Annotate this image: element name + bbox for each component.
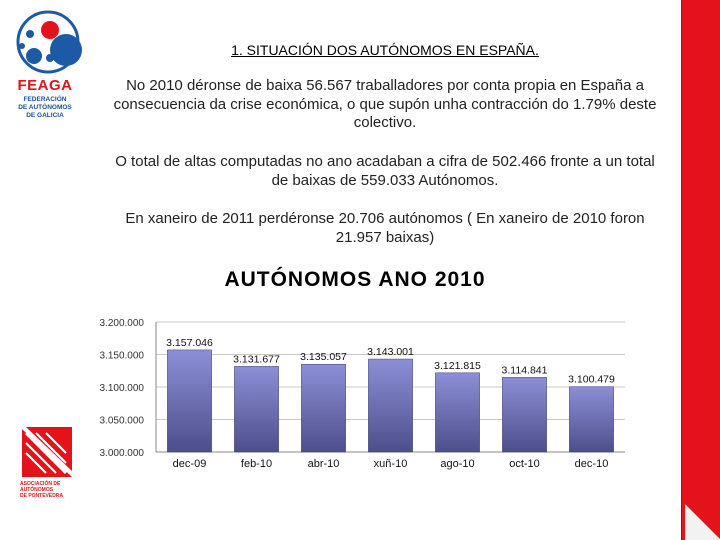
bar [502, 377, 547, 453]
y-tick-label: 3.200.000 [100, 318, 145, 329]
x-tick-label: oct-10 [509, 458, 540, 470]
page-curl [685, 504, 720, 540]
y-tick-label: 3.100.000 [100, 383, 145, 394]
association-logo-emblem-icon [20, 425, 74, 479]
x-tick-label: abr-10 [308, 458, 340, 470]
x-tick-label: xuñ-10 [374, 458, 408, 470]
feaga-logo: FEAGA FEDERACIÓN DE AUTÓNOMOS DE GALICIA [10, 10, 100, 120]
bar-value-label: 3.114.841 [502, 364, 548, 376]
bar-value-label: 3.131.677 [233, 353, 280, 365]
bar-value-label: 3.121.815 [434, 360, 481, 372]
x-tick-label: feb-10 [241, 458, 272, 470]
x-tick-label: dec-09 [173, 458, 207, 470]
bar [569, 386, 614, 453]
y-tick-label: 3.000.000 [100, 448, 145, 459]
slide-title: 1. SITUACIÓN DOS AUTÓNOMOS EN ESPAÑA. [231, 42, 539, 58]
bar-value-label: 3.135.057 [300, 351, 347, 363]
y-tick-label: 3.050.000 [100, 416, 145, 427]
feaga-logo-brand: FEAGA [17, 77, 73, 94]
bar [435, 372, 480, 453]
feaga-logo-subtitle: FEDERACIÓN DE AUTÓNOMOS DE GALICIA [18, 96, 72, 119]
bar-value-label: 3.157.046 [166, 337, 213, 349]
paragraph-xaneiro-2011: En xaneiro de 2011 perdéronse 20.706 aut… [125, 210, 645, 246]
feaga-logo-circles-icon [16, 10, 82, 74]
bar [368, 358, 413, 453]
bar-chart: 3.000.000 3.050.000 3.100.000 3.150.000 3.20… [100, 318, 625, 470]
right-accent-bar [681, 0, 720, 540]
association-logo: ASOCIACIÓN DE AUTÓNOMOS DE PONTEVEDRA [20, 425, 74, 505]
x-tick-label: dec-10 [575, 458, 609, 470]
paragraph-altas-baixas: O total de altas computadas no ano acada… [115, 153, 655, 189]
paragraph-baixas-2010: No 2010 déronse de baixa 56.567 traballa… [113, 77, 657, 131]
bar-value-label: 3.100.479 [568, 374, 615, 386]
x-tick-label: ago-10 [440, 458, 474, 470]
bar [301, 363, 346, 453]
y-tick-label: 3.150.000 [100, 351, 145, 362]
chart-title: AUTÓNOMOS ANO 2010 [224, 268, 486, 291]
bar [234, 366, 279, 453]
bar-value-label: 3.143.001 [367, 346, 414, 358]
association-logo-subtitle: ASOCIACIÓN DE AUTÓNOMOS DE PONTEVEDRA [20, 481, 64, 499]
bar [167, 349, 212, 453]
